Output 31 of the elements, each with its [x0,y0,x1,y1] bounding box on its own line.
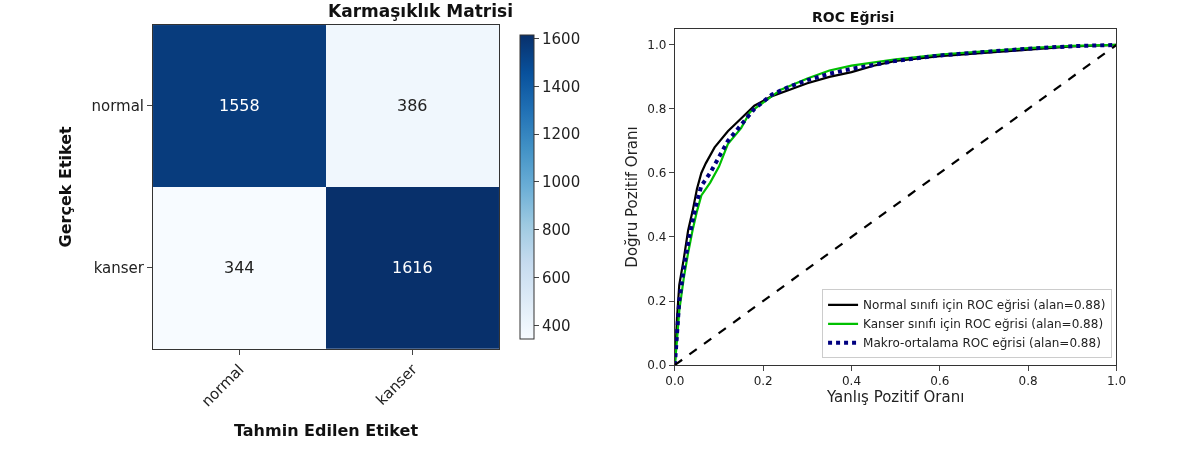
data-label: 386 [397,96,428,115]
legend-label: Normal sınıfı için ROC eğrisi (alan=0.88) [863,298,1106,313]
x-tick-label: 1.0 [1106,374,1127,389]
color-bar-label: 1200 [542,125,581,144]
legend-label: Kanser sınıfı için ROC eğrisi (alan=0.88) [863,317,1104,332]
data-label: 1558 [219,96,260,115]
x-tick-label: 0.2 [753,374,773,389]
color-bar-label: 1400 [542,77,581,96]
color-bar-label: 1000 [542,173,581,192]
y-tick-label: 0.2 [647,294,667,309]
x-tick-label: 0.4 [841,374,862,389]
x-tick-label: 0.0 [665,374,685,389]
y-tick-label: 1.0 [647,38,667,53]
color-bar-label: 1600 [542,29,581,48]
x-axis-title: Tahmin Edilen Etiket [233,421,419,441]
legend-label: Makro-ortalama ROC eğrisi (alan=0.88) [863,336,1101,351]
y-axis-title: Doğru Pozitif Oranı [622,126,641,268]
data-label: 344 [224,258,255,277]
y-tick-label: 0.4 [647,230,667,245]
x-tick-label: 0.8 [1018,374,1038,389]
x-axis-title: Yanlış Pozitif Oranı [825,388,965,407]
chart-title: ROC Eğrisi [812,9,895,25]
x-tick-label: 0.6 [930,374,950,389]
color-bar-label: 600 [542,268,571,287]
y-tick-label: 0.8 [647,102,667,117]
data-label: 1616 [392,258,433,277]
chart-title: Karmaşıklık Matrisi [328,1,514,21]
color-bar-label: 400 [542,316,571,335]
y-axis-title: Gerçek Etiket [56,125,76,248]
color-bar-label: 800 [542,220,571,239]
y-tick-label: 0.6 [647,166,667,181]
